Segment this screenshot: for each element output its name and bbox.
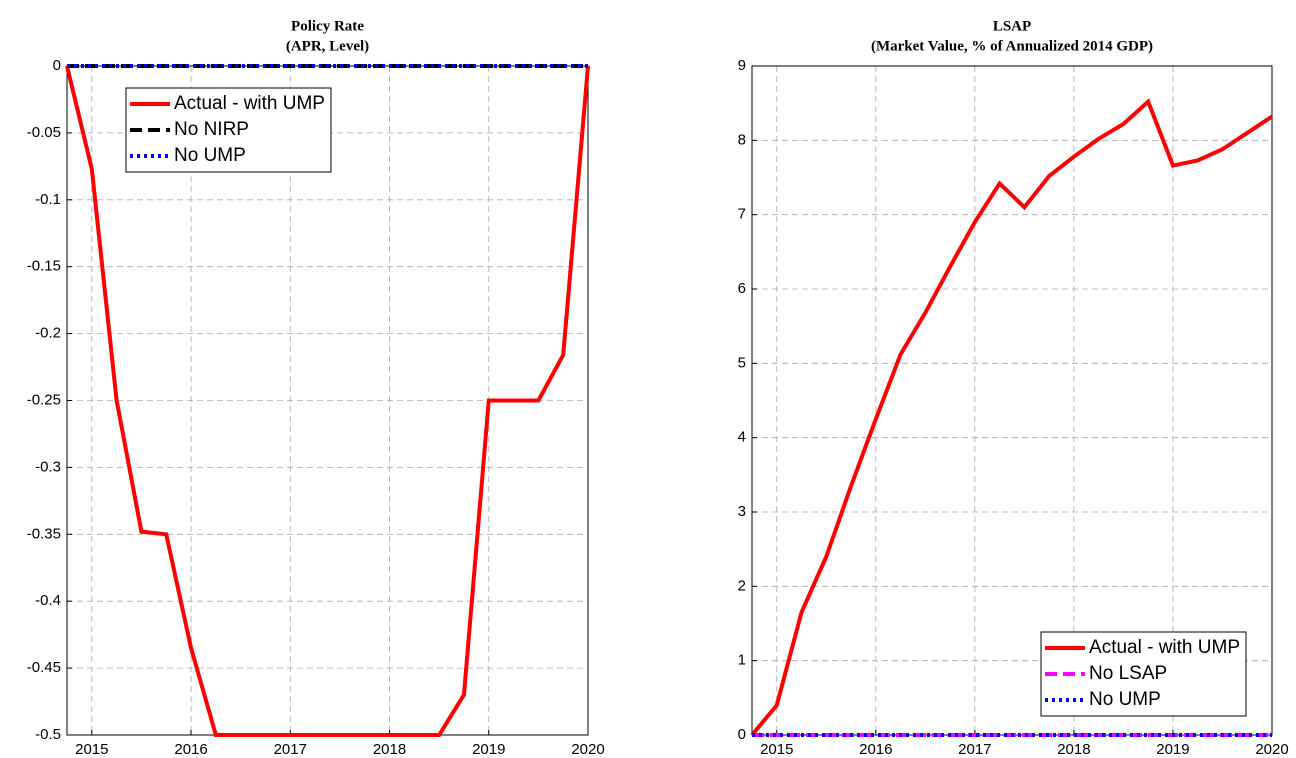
x-tick-label: 2020 xyxy=(571,741,604,758)
x-tick-label: 2018 xyxy=(1057,741,1090,758)
y-tick-label: 7 xyxy=(738,206,746,223)
x-tick-label: 2017 xyxy=(958,741,991,758)
chart-subtitle: (Market Value, % of Annualized 2014 GDP) xyxy=(871,38,1153,54)
x-tick-label: 2017 xyxy=(274,741,307,758)
chart-subtitle: (APR, Level) xyxy=(286,38,369,54)
y-tick-label: 1 xyxy=(738,652,746,669)
y-tick-label: 2 xyxy=(738,577,746,594)
x-tick-label: 2015 xyxy=(75,741,108,758)
y-tick-label: -0.5 xyxy=(35,726,61,743)
y-tick-label: -0.4 xyxy=(35,592,61,609)
x-tick-label: 2020 xyxy=(1255,741,1288,758)
x-tick-label: 2019 xyxy=(1156,741,1189,758)
series-line xyxy=(750,98,1274,737)
legend: Actual - with UMP No LSAP No UMP xyxy=(1040,631,1247,717)
y-tick-label: 5 xyxy=(738,354,746,371)
legend-label: No LSAP xyxy=(1089,663,1167,684)
legend-label: Actual - with UMP xyxy=(1089,637,1240,658)
y-tick-label: -0.2 xyxy=(35,325,61,342)
y-tick-label: 4 xyxy=(738,429,746,446)
legend-label: No UMP xyxy=(1089,689,1161,710)
y-tick-label: -0.45 xyxy=(27,659,61,676)
y-tick-label: 3 xyxy=(738,503,746,520)
y-tick-label: 8 xyxy=(738,131,746,148)
y-tick-label: -0.25 xyxy=(27,391,61,408)
chart-title: LSAP xyxy=(993,18,1031,34)
y-tick-label: 9 xyxy=(738,57,746,74)
y-tick-label: -0.35 xyxy=(27,525,61,542)
x-tick-label: 2018 xyxy=(373,741,406,758)
x-tick-label: 2016 xyxy=(859,741,892,758)
x-tick-label: 2015 xyxy=(760,741,793,758)
y-tick-label: 0 xyxy=(53,57,61,74)
y-tick-label: -0.3 xyxy=(35,458,61,475)
y-tick-label: -0.1 xyxy=(35,191,61,208)
x-tick-label: 2016 xyxy=(174,741,207,758)
legend-label: No UMP xyxy=(174,145,246,166)
y-tick-label: -0.05 xyxy=(27,124,61,141)
plot-area xyxy=(752,66,1272,735)
y-tick-label: 6 xyxy=(738,280,746,297)
y-tick-label: 0 xyxy=(738,726,746,743)
x-tick-label: 2019 xyxy=(472,741,505,758)
legend-label: Actual - with UMP xyxy=(174,93,325,114)
legend: Actual - with UMP No NIRP No UMP xyxy=(125,87,332,173)
y-tick-label: -0.15 xyxy=(27,258,61,275)
legend-label: No NIRP xyxy=(174,119,249,140)
chart-title: Policy Rate xyxy=(291,18,364,34)
series-line xyxy=(65,65,590,737)
